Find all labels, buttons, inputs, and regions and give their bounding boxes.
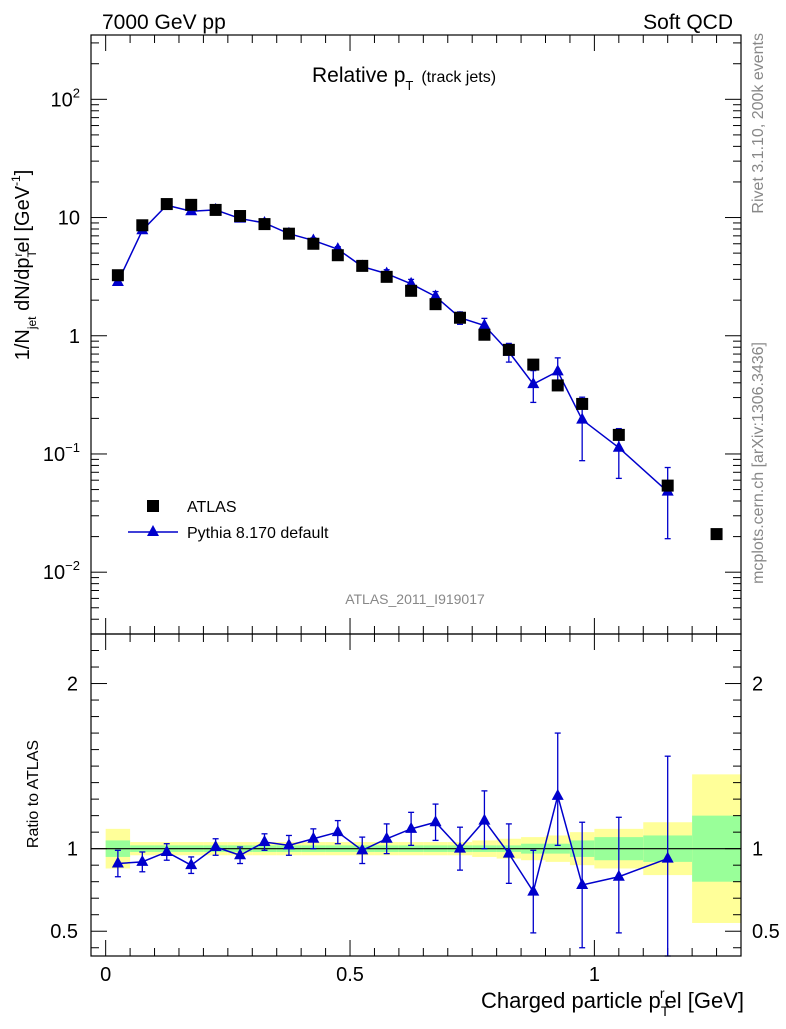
ratio-point [234,848,247,860]
atlas-point [185,198,198,211]
ratio-point [136,854,149,866]
ratio-y-tick-label-left: 0.5 [50,921,78,943]
ratio-y-tick-label-right: 2 [752,674,763,696]
ratio-point [185,858,198,870]
legend-atlas-label: ATLAS [187,499,237,516]
ratio-point [478,813,491,825]
atlas-point [453,311,466,324]
pythia-point [478,318,491,330]
pythia-point [576,412,589,424]
ratio-point [380,831,393,843]
ratio-y-tick-label-left: 1 [67,839,78,861]
atlas-point [710,528,723,541]
title-sub: T [405,78,413,93]
ratio-point [282,838,295,850]
atlas-point [429,298,442,311]
ratio-point [551,788,564,800]
atlas-point [258,218,271,231]
x-axis-label: Charged particle pTrel [GeV] [481,985,744,1019]
main-plot-title: Relative pT (track jets) [312,64,496,93]
main-panel-data [111,198,723,541]
atlas-point [502,343,515,356]
main-y-tick-label: 10−1 [43,440,80,466]
ratio-point [429,815,442,827]
mcplots-label: mcplots.cern.ch [arXiv:1306.3436] [750,342,767,584]
ratio-point [209,840,222,852]
main-panel-axes: 102 10 1 10−1 10−2 [43,35,742,635]
main-y-tick-label: 102 [51,85,80,111]
atlas-point [527,358,540,371]
ratio-point [111,856,124,868]
title-main: Relative p [312,64,405,87]
main-y-tick-label: 10−2 [43,558,80,584]
ratio-point [453,841,466,853]
ratio-point [612,869,625,881]
atlas-point [576,397,589,410]
atlas-point [356,259,369,272]
atlas-point [612,428,625,441]
category-label: Soft QCD [643,11,733,34]
ratio-point [502,846,515,858]
legend-pythia-label: Pythia 8.170 default [187,525,329,542]
ratio-point [160,844,173,856]
ratio-panel-axes: 2 2 1 1 0.5 0.5 0 0.5 1 [50,634,780,986]
ratio-point [331,825,344,837]
atlas-point [478,328,491,341]
pythia-point [551,364,564,376]
legend: ATLAS Pythia 8.170 default [128,499,329,542]
ratio-point [356,843,369,855]
legend-atlas-marker [147,500,159,512]
x-tick-label: 1 [589,964,600,986]
ratio-panel-data [111,732,674,957]
atlas-point [136,219,149,232]
pythia-point [429,289,442,301]
ratio-point [661,851,674,863]
ratio-series-line [117,792,668,894]
atlas-point [380,270,393,283]
x-tick-label: 0 [100,964,111,986]
atlas-point [282,227,295,240]
atlas-point [111,269,124,282]
pythia-point [527,377,540,389]
atlas-point [307,237,320,250]
ratio-point [527,884,540,896]
atlas-point [209,203,222,216]
atlas-point [160,198,173,211]
atlas-point [405,284,418,297]
atlas-point [234,210,247,223]
title-note: (track jets) [421,69,496,86]
ratio-y-axis-label: Ratio to ATLAS [25,740,42,848]
atlas-point [661,479,674,492]
ratio-point [405,821,418,833]
ratio-point [576,877,589,889]
legend-pythia-marker [147,525,159,536]
main-y-axis-label: 1/Njet dN/dpTrel [GeV-1] [9,170,39,361]
pythia-series-line [117,204,669,493]
x-tick-label: 0.5 [336,964,364,986]
main-y-tick-label: 1 [69,326,80,348]
rivet-version-label: Rivet 3.1.10, 200k events [750,33,767,214]
ratio-panel-frame [90,633,742,957]
analysis-watermark: ATLAS_2011_I919017 [345,591,485,607]
atlas-point [551,379,564,392]
ratio-point [307,831,320,843]
pythia-point [612,440,625,452]
ratio-y-tick-label-right: 0.5 [752,921,780,943]
ratio-y-tick-label-left: 2 [67,674,78,696]
ratio-point [258,835,271,847]
main-panel-frame [90,34,742,635]
main-y-tick-label: 10 [58,208,80,230]
ratio-y-tick-label-right: 1 [752,839,763,861]
collision-label: 7000 GeV pp [102,11,226,34]
atlas-point [331,249,344,262]
